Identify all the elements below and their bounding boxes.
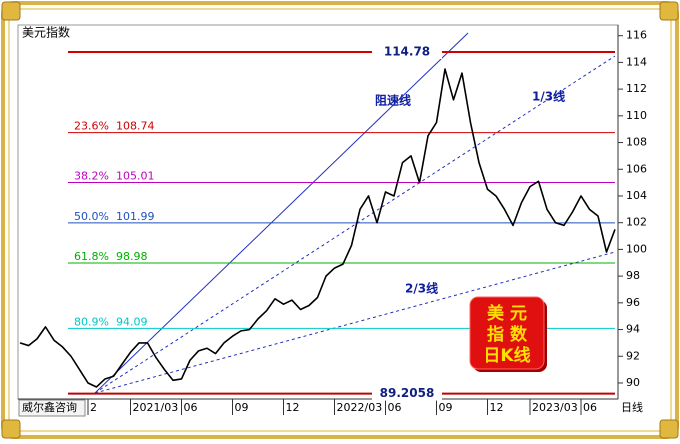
- level-label: 108.74: [116, 120, 155, 133]
- y-tick-label: 112: [626, 82, 647, 95]
- source: 威尔鑫咨询: [22, 400, 77, 414]
- level-label-bg: [372, 44, 442, 59]
- chart-title: 美元指数: [22, 25, 70, 40]
- x-tick-label: 2023/03: [532, 401, 578, 414]
- y-tick-label: 96: [626, 296, 640, 309]
- y-tick-label: 106: [626, 162, 647, 175]
- y-tick-label: 116: [626, 29, 647, 42]
- level-ratio: 23.6%: [74, 120, 109, 133]
- y-tick-label: 94: [626, 323, 640, 336]
- y-tick-label: 98: [626, 269, 640, 282]
- badge-text: 日K线: [483, 345, 530, 366]
- y-tick-label: 102: [626, 216, 647, 229]
- level-ratio: 61.8%: [74, 250, 109, 263]
- x-tick-label: 2021/03: [133, 401, 179, 414]
- y-tick-label: 100: [626, 242, 647, 255]
- badge: 美 元 指 数 日K线: [469, 296, 547, 372]
- x-tick-label: 12: [286, 401, 300, 414]
- x-tick-label: 12: [490, 401, 504, 414]
- level-label: 94.09: [116, 315, 148, 328]
- level-label: 98.98: [116, 250, 148, 263]
- annotation: 阻速线: [375, 93, 411, 108]
- annotation: 1/3线: [532, 89, 565, 104]
- y-tick-label: 110: [626, 109, 647, 122]
- x-tick-label: 09: [235, 401, 249, 414]
- level-label: 89.2058: [380, 386, 435, 400]
- x-tick-label: 2: [90, 401, 97, 414]
- y-tick-label: 104: [626, 189, 647, 202]
- y-tick-label: 114: [626, 55, 647, 68]
- x-tick-label: 2022/03: [337, 401, 383, 414]
- period-label: 日线: [621, 400, 643, 414]
- level-label: 114.78: [384, 44, 430, 58]
- source-box: [18, 399, 86, 417]
- y-tick-label: 108: [626, 136, 647, 149]
- y-tick-label: 90: [626, 376, 640, 389]
- badge-text: 指 数: [487, 324, 528, 345]
- badge-box: [469, 296, 545, 370]
- annotation: 2/3线: [405, 281, 438, 296]
- level-label: 105.01: [116, 169, 155, 182]
- x-tick-label: 06: [583, 401, 597, 414]
- price-line: [19, 68, 616, 388]
- y-tick-label: 92: [626, 349, 640, 362]
- x-tick-label: 06: [388, 401, 402, 414]
- level-label: 101.99: [116, 210, 155, 223]
- x-tick-label: 06: [184, 401, 198, 414]
- third-line-upper: [94, 55, 616, 394]
- level-label-bg: [372, 386, 442, 401]
- level-ratio: 80.9%: [74, 315, 109, 328]
- resistance-line: [94, 32, 469, 394]
- badge-text: 美 元: [487, 303, 527, 324]
- x-tick-label: 09: [439, 401, 453, 414]
- level-ratio: 38.2%: [74, 169, 109, 182]
- level-ratio: 50.0%: [74, 210, 109, 223]
